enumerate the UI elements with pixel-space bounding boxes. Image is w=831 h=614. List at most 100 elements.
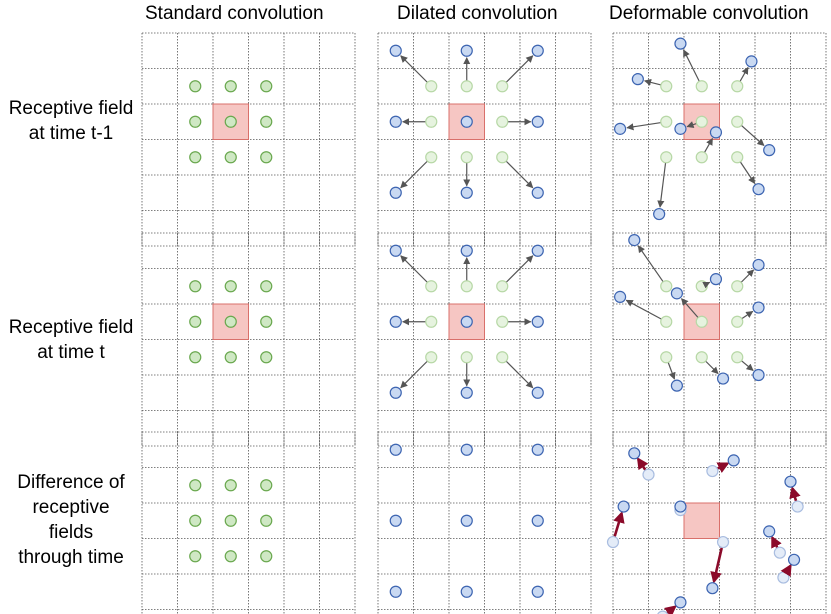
sampling-point-blue [531, 44, 544, 57]
offset-arrow [667, 362, 676, 380]
offset-change-arrow [710, 547, 723, 584]
sampling-point-faded [731, 315, 744, 328]
row-label-line: Difference of [17, 472, 125, 493]
sampling-point-blue [531, 514, 544, 527]
offset-change-arrow [636, 457, 649, 471]
offset-arrow [740, 161, 756, 184]
sampling-point-blue [706, 582, 719, 595]
sampling-point-blue [752, 258, 765, 272]
offset-arrow [506, 361, 534, 389]
sampling-point-green [189, 479, 202, 492]
sampling-point-blue [787, 553, 801, 566]
column-title-dilated: Dilated convolution [397, 3, 558, 24]
sampling-point-blue [745, 55, 758, 68]
offset-change-arrow [789, 486, 801, 502]
sampling-point-blue [460, 115, 473, 128]
offset-arrow [637, 245, 664, 282]
sampling-point-blue [460, 44, 473, 57]
sampling-point-faded [460, 151, 473, 164]
sampling-point-green [224, 479, 237, 492]
sampling-point-blue [674, 596, 687, 609]
sampling-point-faded [695, 115, 708, 128]
sampling-point-blue [531, 186, 544, 199]
sampling-point-green [260, 514, 273, 527]
sampling-point-blue [716, 372, 730, 385]
offset-arrow [741, 310, 754, 319]
offset-arrow [400, 361, 428, 389]
offset-arrow [626, 122, 661, 131]
offset-arrow [506, 255, 534, 283]
sampling-point-blue [674, 500, 687, 513]
sampling-point-blue [709, 126, 723, 139]
sampling-point-faded [731, 151, 744, 164]
sampling-point-green [224, 550, 237, 563]
row-label-line: at time t-1 [28, 123, 114, 144]
sampling-point-faded [660, 151, 673, 164]
sampling-point-faded [425, 280, 438, 293]
sampling-point-faded [496, 115, 509, 128]
sampling-point-blue [727, 454, 740, 467]
sampling-point-green [189, 514, 202, 527]
sampling-point-green [224, 351, 237, 364]
sampling-point-green [189, 151, 202, 164]
sampling-point-faded [496, 315, 509, 328]
sampling-point-blue [460, 514, 473, 527]
sampling-point-green [260, 115, 273, 128]
sampling-point-faded [660, 351, 673, 364]
sampling-point-green [189, 80, 202, 93]
sampling-point-faded [496, 80, 509, 93]
sampling-point-faded [496, 151, 509, 164]
row-label-time-t: Receptive field at time t [2, 315, 140, 365]
sampling-point-blue [752, 301, 765, 314]
sampling-point-blue [674, 37, 687, 50]
sampling-point-blue [763, 525, 776, 538]
offset-arrow [704, 137, 713, 153]
offset-arrow [400, 255, 428, 283]
sampling-point-blue [763, 144, 776, 157]
sampling-point-green [189, 351, 202, 364]
sampling-point-faded [695, 80, 708, 93]
offset-change-arrow [613, 511, 625, 537]
sampling-point-green [260, 351, 273, 364]
sampling-point-faded-blue [773, 546, 786, 559]
sampling-point-blue [653, 207, 666, 221]
offset-arrow [657, 163, 667, 208]
offset-arrow [681, 298, 699, 318]
offset-arrow [741, 269, 755, 283]
sampling-point-green [260, 151, 273, 164]
sampling-point-faded [460, 280, 473, 293]
sampling-point-blue [460, 443, 473, 456]
sampling-point-blue [613, 290, 627, 303]
sampling-point-green [189, 280, 202, 293]
sampling-point-blue [389, 244, 402, 257]
sampling-point-blue [389, 186, 402, 199]
sampling-point-blue [709, 273, 723, 286]
sampling-point-green [189, 550, 202, 563]
sampling-point-green [260, 80, 273, 93]
sampling-point-green [260, 550, 273, 563]
offset-arrow [506, 55, 534, 83]
offset-arrow [705, 361, 719, 375]
sampling-point-green [224, 280, 237, 293]
sampling-point-faded [460, 351, 473, 364]
sampling-point-blue [460, 244, 473, 257]
sampling-point-green [224, 315, 237, 328]
sampling-point-blue [531, 386, 544, 399]
offset-change-arrow [771, 535, 782, 549]
sampling-point-faded [695, 351, 708, 364]
sampling-point-blue [460, 315, 473, 328]
sampling-point-faded [425, 80, 438, 93]
sampling-point-blue [670, 379, 684, 392]
sampling-point-blue [628, 234, 641, 247]
offset-arrow [400, 55, 428, 83]
sampling-point-blue [531, 315, 544, 328]
sampling-point-blue [389, 386, 402, 399]
row-label-line: at time t [37, 342, 105, 363]
sampling-point-faded-blue [642, 468, 655, 481]
sampling-point-blue [460, 386, 473, 399]
sampling-point-faded [731, 115, 744, 128]
sampling-point-blue [389, 514, 402, 527]
offset-arrow [625, 299, 662, 320]
sampling-point-blue [389, 44, 402, 57]
